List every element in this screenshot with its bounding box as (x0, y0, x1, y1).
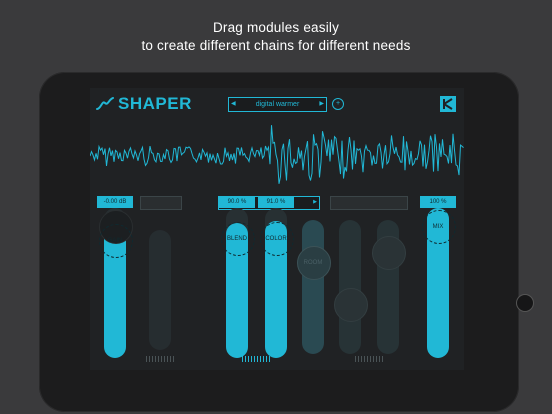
drag-grip-1[interactable] (146, 356, 174, 362)
empty-slot-track-2 (339, 220, 361, 354)
color-label: COLOR (265, 236, 287, 242)
color-knob[interactable] (260, 222, 294, 256)
module-gain[interactable]: -0.00 dB GAIN (97, 196, 133, 358)
module-blend[interactable]: 90.0 % BLEND (219, 196, 255, 358)
blend-value: 90.0 % (219, 196, 255, 208)
k-brand-icon[interactable] (440, 96, 456, 112)
room-label: ROOM (303, 260, 323, 266)
empty-knob-3 (372, 236, 406, 270)
module-color[interactable]: 91.0 % COLOR (258, 196, 294, 358)
preset-name: digital warmer (255, 101, 300, 108)
headline-line-1: Drag modules easily (212, 20, 340, 35)
headline-line-2: to create different chains for different… (141, 38, 411, 53)
empty-slot-header-1 (140, 196, 182, 210)
empty-slot-header-2 (330, 196, 408, 210)
gain-value: -0.00 dB (97, 196, 133, 208)
app-screen: SHAPER ◀ digital warmer ▶ + ◀ Muffin ▶ -… (90, 88, 464, 370)
preset-next-icon[interactable]: ▶ (319, 101, 324, 107)
gain-label: GAIN (107, 238, 123, 244)
blend-label: BLEND (226, 236, 247, 242)
room-knob[interactable] (297, 246, 331, 280)
empty-slot-track (149, 230, 171, 350)
home-button (516, 294, 534, 312)
empty-knob-2 (334, 288, 368, 322)
blend-knob[interactable] (221, 222, 255, 256)
app-name: SHAPER (118, 94, 192, 113)
drag-grip-2[interactable] (242, 356, 270, 362)
waveform-display (90, 125, 464, 184)
mix-knob[interactable] (422, 210, 456, 244)
room-slider-track[interactable] (302, 220, 324, 354)
mix-label: MIX (432, 224, 444, 230)
add-preset-button[interactable]: + (332, 98, 344, 110)
color-value: 91.0 % (258, 196, 294, 208)
mix-slider-fill[interactable] (427, 208, 449, 358)
preset-prev-icon[interactable]: ◀ (231, 101, 236, 107)
drag-grip-3[interactable] (355, 356, 385, 362)
blend-slider-fill[interactable] (226, 223, 248, 358)
chain-next-icon[interactable]: ▶ (313, 199, 317, 205)
wave-logo-icon (96, 97, 114, 110)
plus-icon: + (335, 100, 341, 107)
module-mix[interactable]: 100 % MIX (420, 196, 456, 358)
preset-selector[interactable]: ◀ digital warmer ▶ (228, 97, 327, 112)
app-logo: SHAPER (96, 94, 192, 114)
mix-value: 100 % (420, 196, 456, 208)
gain-knob-ring (99, 224, 133, 258)
